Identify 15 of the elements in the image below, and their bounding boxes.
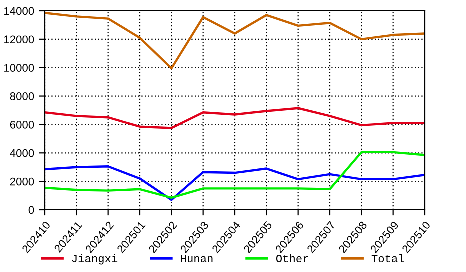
y-tick-label: 14000 xyxy=(4,7,34,16)
y-tick-label: 6000 xyxy=(10,120,34,129)
legend-label: Jiangxi xyxy=(72,254,118,265)
legend-label: Other xyxy=(276,254,308,263)
y-tick-label: 2000 xyxy=(10,178,34,186)
y-tick-label: 12000 xyxy=(4,36,34,44)
y-tick-label: 0 xyxy=(28,206,34,214)
y-tick-label: 8000 xyxy=(10,92,34,100)
line-series xyxy=(45,107,425,130)
legend-label: Hunan xyxy=(181,255,213,263)
line-series xyxy=(45,151,425,200)
legend-label: Total xyxy=(372,254,404,263)
line-series xyxy=(45,166,425,202)
y-tick-label: 10000 xyxy=(4,64,34,72)
y-tick-label: 4000 xyxy=(10,149,34,158)
